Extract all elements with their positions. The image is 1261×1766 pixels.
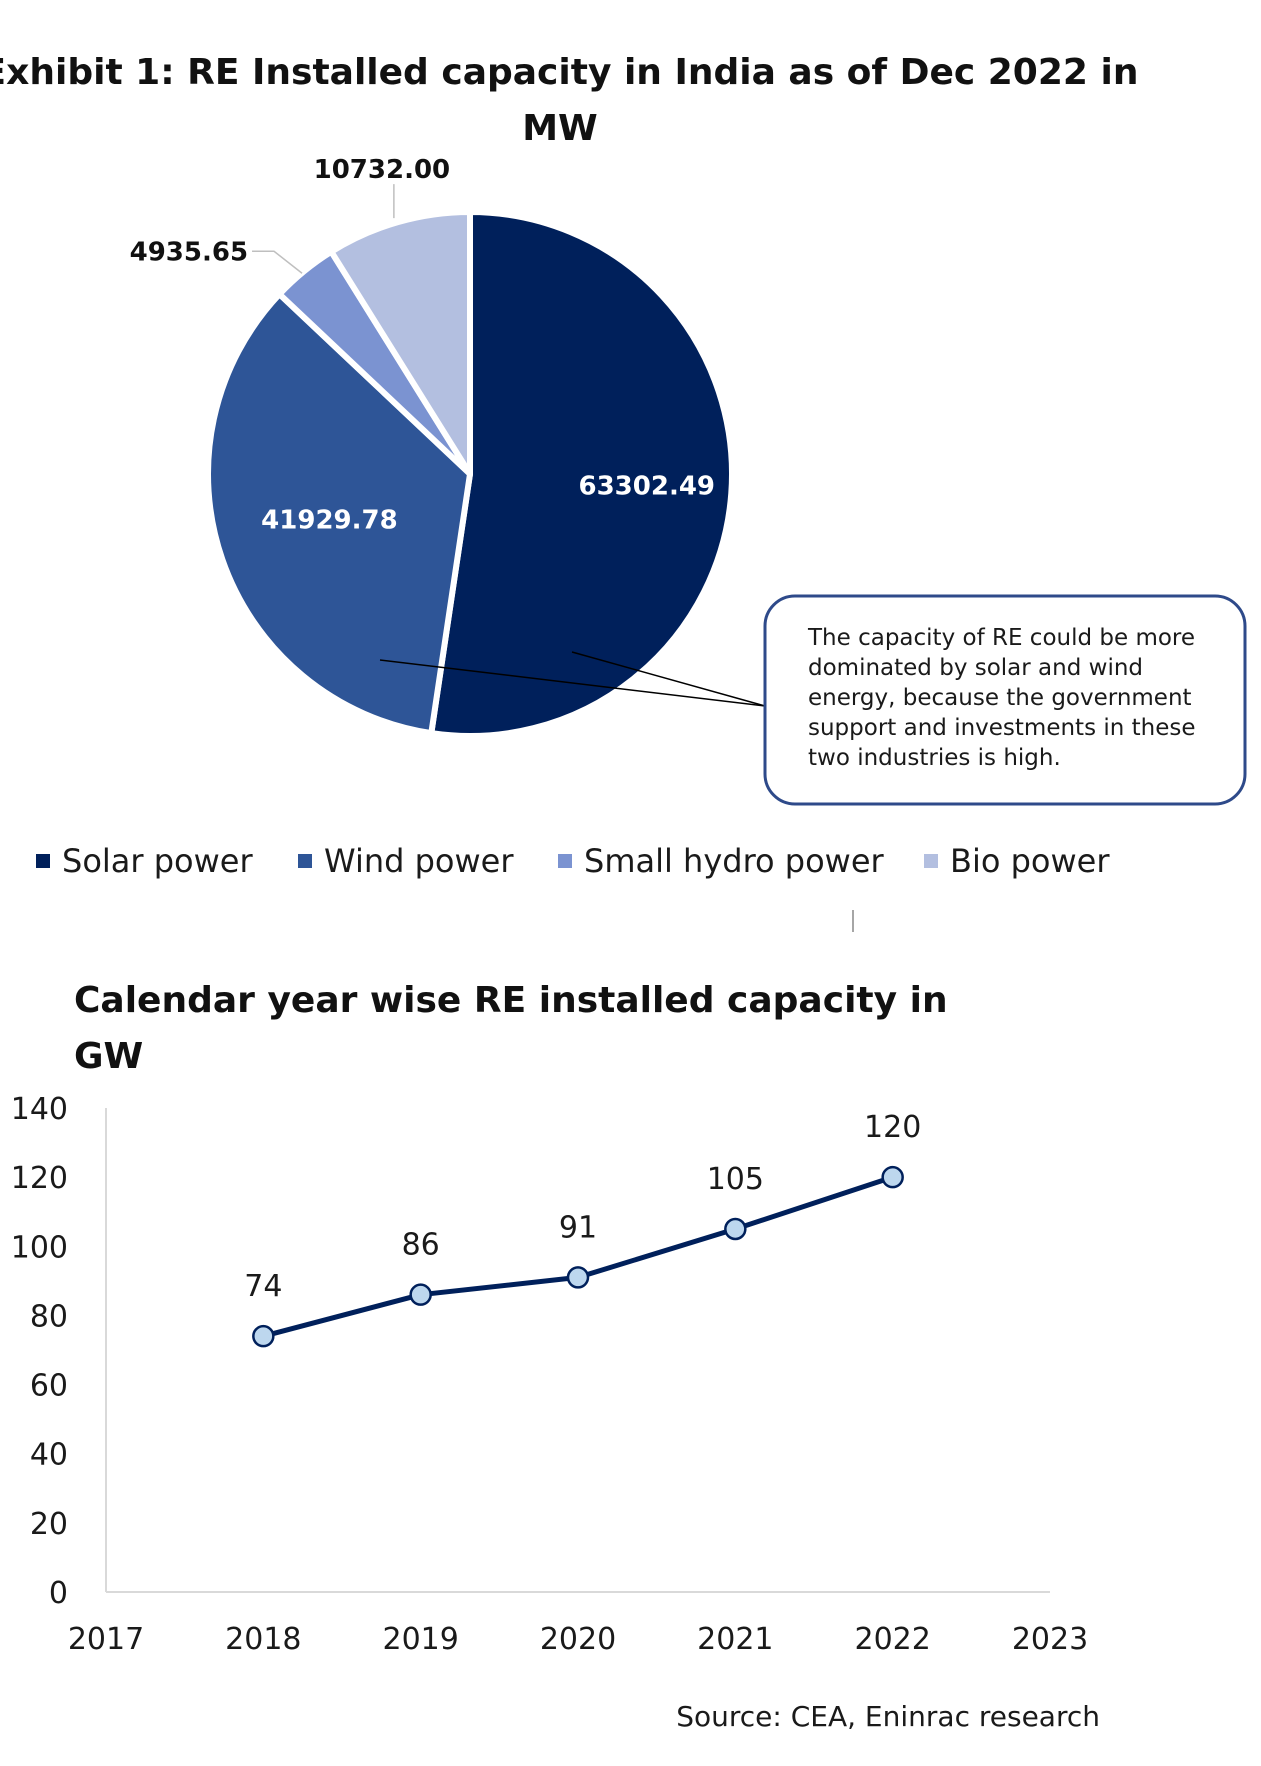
callout-text-line-5: two industries is high. <box>808 745 1061 771</box>
pie-data-label-bio: 10732.00 <box>314 155 451 185</box>
legend-label-wind: Wind power <box>324 842 514 880</box>
callout: The capacity of RE could be more dominat… <box>379 594 1247 806</box>
pie-leader-line-small-hydro <box>252 250 303 274</box>
y-tick-label: 40 <box>30 1438 68 1473</box>
callout-text-line-3: energy, because the government <box>808 685 1192 711</box>
y-tick-label: 80 <box>30 1299 68 1334</box>
data-label: 105 <box>707 1162 764 1197</box>
data-label: 120 <box>864 1110 921 1145</box>
data-label: 86 <box>402 1228 440 1263</box>
x-tick-label: 2023 <box>1012 1622 1088 1657</box>
callout-leader-line-wind <box>379 659 766 707</box>
callout-box <box>763 594 1247 806</box>
x-tick-label: 2017 <box>68 1622 144 1657</box>
legend-label-bio: Bio power <box>950 842 1110 880</box>
line-chart-title-line1: Calendar year wise RE installed capacity… <box>74 980 948 1021</box>
legend-swatch-bio <box>924 854 938 868</box>
legend-swatch-solar <box>36 854 50 868</box>
pie-chart-title-line2: MW <box>522 108 598 149</box>
pie-chart <box>205 209 735 739</box>
pie-data-label-small-hydro: 4935.65 <box>130 237 248 267</box>
pie-slice-bio <box>328 209 473 477</box>
data-label: 74 <box>244 1269 282 1304</box>
pie-data-label-solar: 63302.49 <box>579 472 716 502</box>
legend-swatch-wind <box>298 854 312 868</box>
x-tick-label: 2019 <box>382 1622 458 1657</box>
y-tick-label: 100 <box>11 1230 68 1265</box>
pie-legend: Solar power Wind power Small hydro power… <box>36 842 1110 880</box>
callout-text-line-4: support and investments in these <box>808 715 1196 741</box>
x-tick-label: 2022 <box>854 1622 930 1657</box>
pie-slice-solar <box>428 209 735 739</box>
x-tick-label: 2020 <box>540 1622 616 1657</box>
legend-label-solar: Solar power <box>62 842 253 880</box>
y-tick-label: 60 <box>30 1369 68 1404</box>
data-point <box>724 1217 747 1241</box>
pie-data-label-wind: 41929.78 <box>261 505 398 535</box>
y-tick-label: 20 <box>30 1507 68 1542</box>
y-tick-label: 140 <box>11 1092 68 1127</box>
pie-slice-wind <box>205 291 473 737</box>
x-tick-label: 2018 <box>225 1622 301 1657</box>
series-line <box>262 1174 894 1339</box>
source-note: Source: CEA, Eninrac research <box>676 1700 1100 1733</box>
callout-text-line-2: dominated by solar and wind <box>808 655 1143 681</box>
pie-data-labels: 63302.49 41929.78 4935.65 10732.00 <box>130 155 715 535</box>
data-point <box>881 1165 904 1189</box>
line-chart-title-line2: GW <box>74 1036 143 1077</box>
data-point <box>566 1266 590 1289</box>
pie-chart-title-line1: Exhibit 1: RE Installed capacity in Indi… <box>0 52 1138 93</box>
line-chart-series: 74 86 91 105 120 <box>244 1110 921 1348</box>
x-tick-label: 2021 <box>697 1622 773 1657</box>
line-chart-axes: 0 20 40 60 80 100 120 140 2017 2018 2019 2020 2021 20… <box>11 1092 1088 1657</box>
callout-text-line-1: The capacity of RE could be more <box>807 625 1195 651</box>
data-point <box>409 1283 432 1306</box>
legend-label-small-hydro: Small hydro power <box>584 842 885 880</box>
data-point <box>252 1324 275 1348</box>
y-tick-label: 120 <box>11 1161 68 1196</box>
legend-swatch-small-hydro <box>558 854 572 868</box>
data-label: 91 <box>559 1210 597 1245</box>
y-tick-label: 0 <box>49 1576 68 1611</box>
callout-leader-line-solar <box>571 651 766 707</box>
